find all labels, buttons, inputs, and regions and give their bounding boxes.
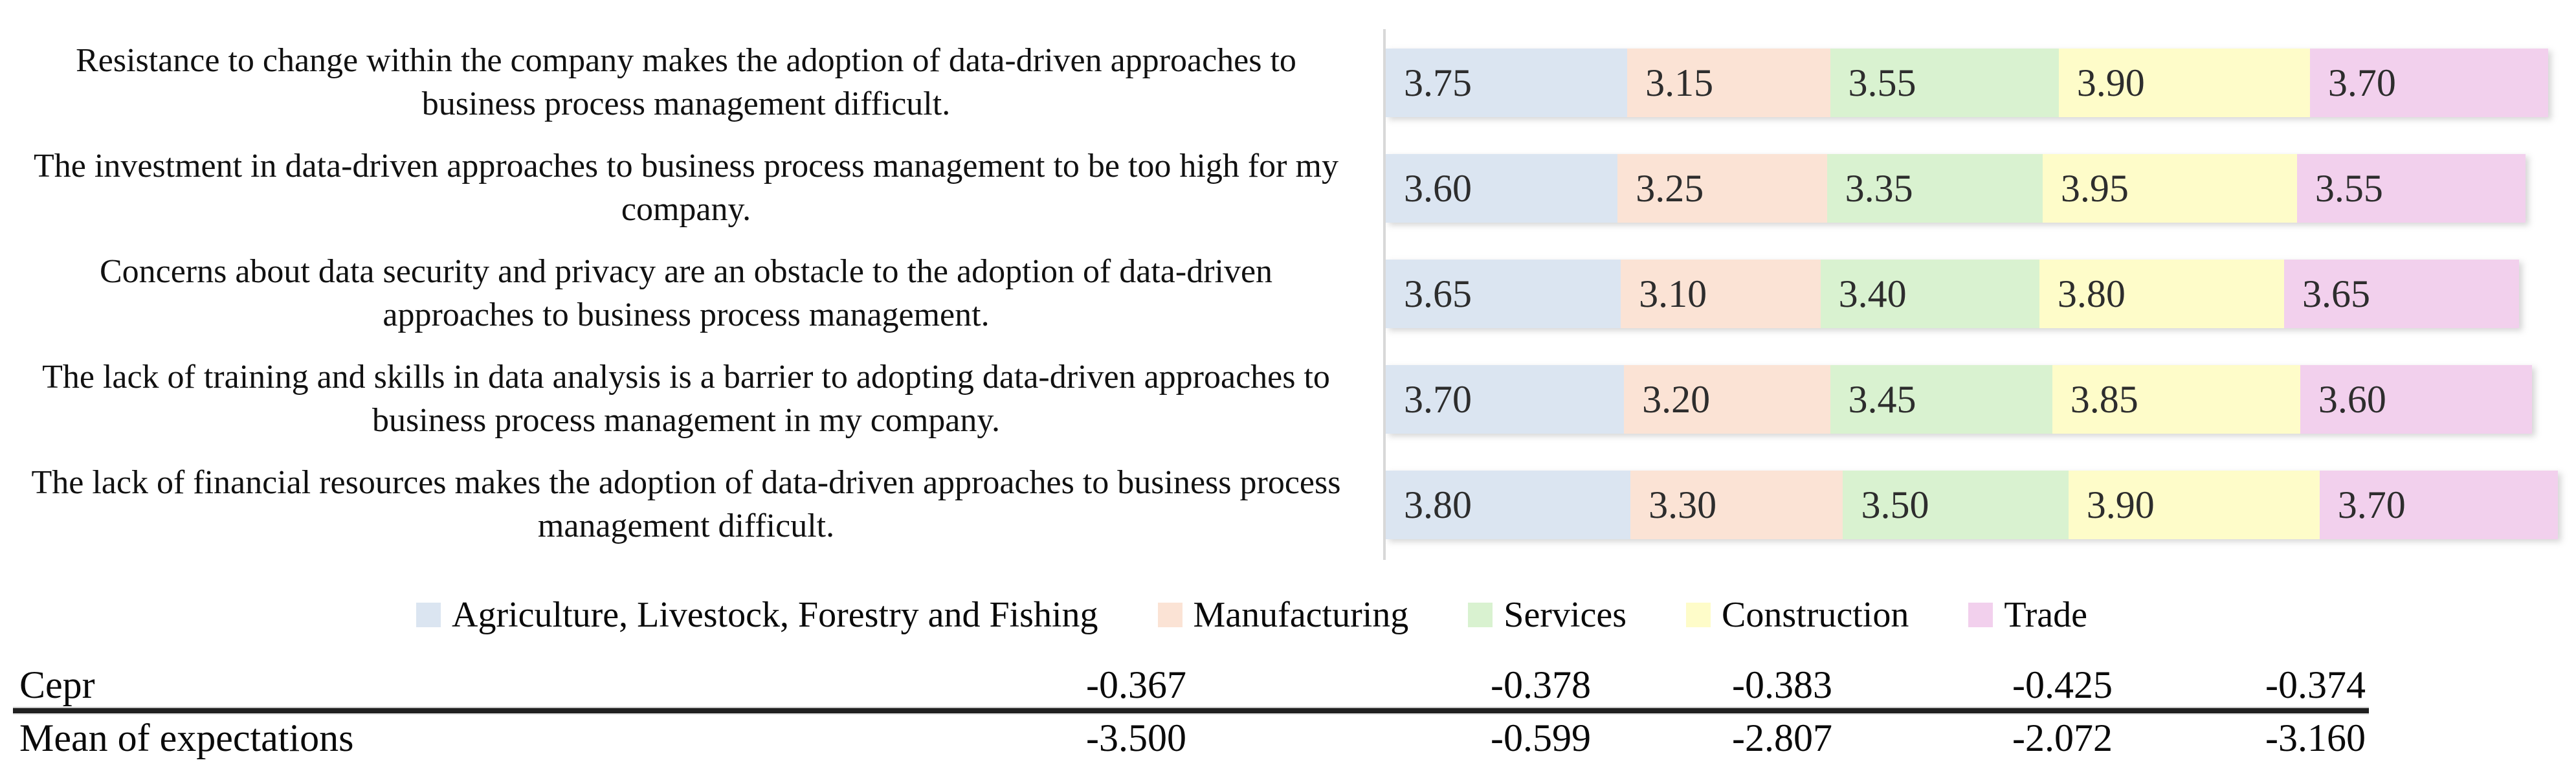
bar-segment: 3.55 — [2296, 154, 2526, 223]
table-row-label: Cepr — [19, 663, 95, 706]
bar-segment: 3.20 — [1624, 365, 1830, 434]
table-cell: -2.807 — [1732, 717, 1832, 759]
bar-value-label: 3.80 — [1404, 483, 1472, 526]
bar-value-label: 3.70 — [1404, 377, 1472, 421]
bar-segment: 3.80 — [1386, 471, 1631, 539]
bar-segment: 3.70 — [2309, 49, 2548, 117]
legend-item: Manufacturing — [1157, 594, 1409, 636]
category-label: The lack of training and skills in data … — [42, 359, 1330, 439]
bar-value-label: 3.95 — [2060, 166, 2129, 210]
bar-value-label: 3.90 — [2076, 61, 2145, 104]
bar-value-label: 3.85 — [2070, 377, 2138, 421]
legend-swatch-icon — [416, 603, 441, 627]
category-axis-line — [1383, 29, 1386, 560]
bar-segment: 3.40 — [1820, 260, 2039, 328]
table-separator-line — [13, 708, 2369, 713]
category-label: Concerns about data security and privacy… — [99, 253, 1273, 333]
table-cell: -0.599 — [1491, 717, 1591, 759]
bar-row: 3.65 3.10 3.40 3.80 3.65 — [1386, 260, 2520, 328]
table-cell: -3.160 — [2265, 717, 2366, 759]
legend-label: Trade — [2004, 595, 2087, 635]
bar-value-label: 3.40 — [1838, 272, 1907, 315]
bar-row: 3.60 3.25 3.35 3.95 3.55 — [1386, 154, 2526, 223]
legend-item: Construction — [1686, 594, 1909, 636]
bar-value-label: 3.50 — [1861, 483, 1929, 526]
bar-value-label: 3.10 — [1639, 272, 1707, 315]
bar-segment: 3.15 — [1627, 49, 1830, 117]
bar-segment: 3.65 — [2284, 260, 2520, 328]
bar-segment: 3.55 — [1830, 49, 2059, 117]
bar-value-label: 3.60 — [1404, 166, 1472, 210]
category-label: Resistance to change within the company … — [76, 42, 1296, 122]
chart-legend: Agriculture, Livestock, Forestry and Fis… — [416, 594, 2087, 636]
legend-label: Manufacturing — [1193, 595, 1409, 635]
bar-segment: 3.75 — [1386, 49, 1628, 117]
table-cell: -0.374 — [2265, 663, 2366, 706]
bar-segment: 3.65 — [1386, 260, 1621, 328]
table-cell: -2.072 — [2012, 717, 2113, 759]
bar-value-label: 3.80 — [2057, 272, 2126, 315]
table-cell: -0.367 — [1086, 663, 1186, 706]
bar-segment: 3.60 — [1386, 154, 1618, 223]
bar-segment: 3.90 — [2058, 49, 2310, 117]
bar-value-label: 3.45 — [1848, 377, 1916, 421]
bar-segment: 3.70 — [2319, 471, 2558, 539]
table-row-label: Mean of expectations — [19, 717, 354, 759]
bar-value-label: 3.60 — [2318, 377, 2386, 421]
bar-segment: 3.35 — [1827, 154, 2043, 223]
table-cell: -0.425 — [2012, 663, 2113, 706]
legend-label: Services — [1504, 595, 1627, 635]
bar-value-label: 3.65 — [2302, 272, 2370, 315]
bar-value-label: 3.55 — [1848, 61, 1916, 104]
bar-segment: 3.90 — [2068, 471, 2320, 539]
bar-value-label: 3.30 — [1649, 483, 1717, 526]
bar-value-label: 3.65 — [1404, 272, 1472, 315]
bar-segment: 3.30 — [1630, 471, 1843, 539]
table-cell: -3.500 — [1086, 717, 1186, 759]
bar-segment: 3.70 — [1386, 365, 1625, 434]
table-cell: -0.383 — [1732, 663, 1832, 706]
legend-label: Construction — [1722, 595, 1909, 635]
bar-row: 3.70 3.20 3.45 3.85 3.60 — [1386, 365, 2533, 434]
bar-segment: 3.85 — [2052, 365, 2300, 434]
bar-segment: 3.80 — [2039, 260, 2284, 328]
bar-segment: 3.95 — [2042, 154, 2297, 223]
bar-segment: 3.60 — [2300, 365, 2533, 434]
legend-item: Services — [1468, 594, 1627, 636]
legend-item: Trade — [1968, 594, 2087, 636]
legend-item: Agriculture, Livestock, Forestry and Fis… — [416, 594, 1098, 636]
bar-value-label: 3.55 — [2315, 166, 2383, 210]
bar-value-label: 3.75 — [1404, 61, 1472, 104]
bar-value-label: 3.70 — [2327, 61, 2396, 104]
bar-value-label: 3.25 — [1636, 166, 1704, 210]
legend-swatch-icon — [1468, 603, 1493, 627]
bar-value-label: 3.70 — [2337, 483, 2406, 526]
category-label: The lack of financial resources makes th… — [31, 464, 1341, 544]
bar-row: 3.80 3.30 3.50 3.90 3.70 — [1386, 471, 2558, 539]
legend-label: Agriculture, Livestock, Forestry and Fis… — [452, 595, 1098, 635]
bar-value-label: 3.20 — [1642, 377, 1711, 421]
legend-swatch-icon — [1157, 603, 1183, 627]
bar-segment: 3.10 — [1621, 260, 1821, 328]
bar-value-label: 3.90 — [2086, 483, 2155, 526]
table-cell: -0.378 — [1491, 663, 1591, 706]
bar-row: 3.75 3.15 3.55 3.90 3.70 — [1386, 49, 2548, 117]
bar-segment: 3.50 — [1843, 471, 2069, 539]
legend-swatch-icon — [1686, 603, 1711, 627]
bar-segment: 3.25 — [1617, 154, 1827, 223]
bar-value-label: 3.15 — [1645, 61, 1714, 104]
category-label: The investment in data-driven approaches… — [34, 148, 1338, 228]
bar-segment: 3.45 — [1830, 365, 2052, 434]
legend-swatch-icon — [1968, 603, 1993, 627]
bar-value-label: 3.35 — [1845, 166, 1913, 210]
